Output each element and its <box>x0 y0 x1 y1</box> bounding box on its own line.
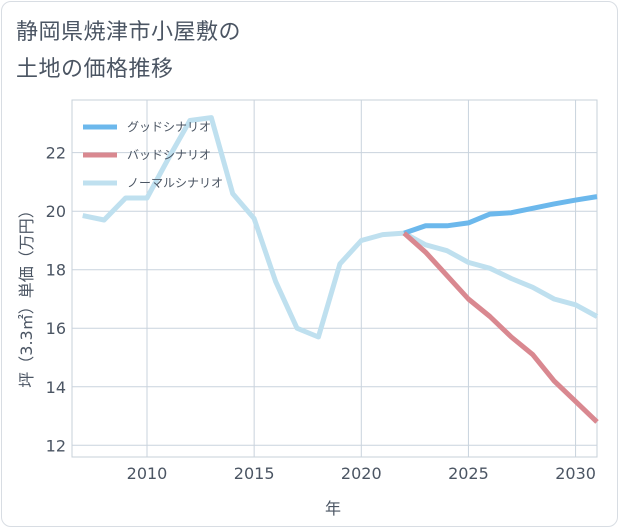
series-line-bad <box>402 231 599 424</box>
series-lines <box>82 115 599 424</box>
x-tick-label: 2015 <box>234 464 275 483</box>
y-axis-ticks: 12 14 16 18 20 22 <box>46 144 66 456</box>
x-tick-label: 2025 <box>448 464 489 483</box>
y-axis-label: 坪（3.3㎡）単価（万円） <box>17 202 36 387</box>
y-tick-label: 14 <box>46 378 66 397</box>
chart-title-line1: 静岡県焼津市小屋敷の <box>16 20 242 45</box>
x-tick-label: 2010 <box>127 464 168 483</box>
legend-label-good[interactable]: グッドシナリオ <box>127 120 211 134</box>
chart-title: 静岡県焼津市小屋敷の 土地の価格推移 <box>16 14 436 88</box>
legend-label-bad[interactable]: バッドシナリオ <box>127 148 211 162</box>
x-axis-label: 年 <box>325 499 341 518</box>
y-tick-label: 12 <box>46 436 66 455</box>
y-tick-label: 22 <box>46 144 66 163</box>
series-line-normal <box>82 115 599 340</box>
plot-area-border <box>71 99 598 458</box>
legend-label-normal[interactable]: ノーマルシナリオ <box>127 176 223 190</box>
x-tick-label: 2030 <box>555 464 596 483</box>
chart-title-line2: 土地の価格推移 <box>16 57 174 82</box>
x-axis-ticks: 2010 2015 2020 2025 2030 <box>127 464 596 483</box>
y-tick-label: 16 <box>46 319 66 338</box>
x-tick-label: 2020 <box>341 464 382 483</box>
y-tick-label: 20 <box>46 202 66 221</box>
y-tick-label: 18 <box>46 261 66 280</box>
series-line-good <box>403 194 598 236</box>
